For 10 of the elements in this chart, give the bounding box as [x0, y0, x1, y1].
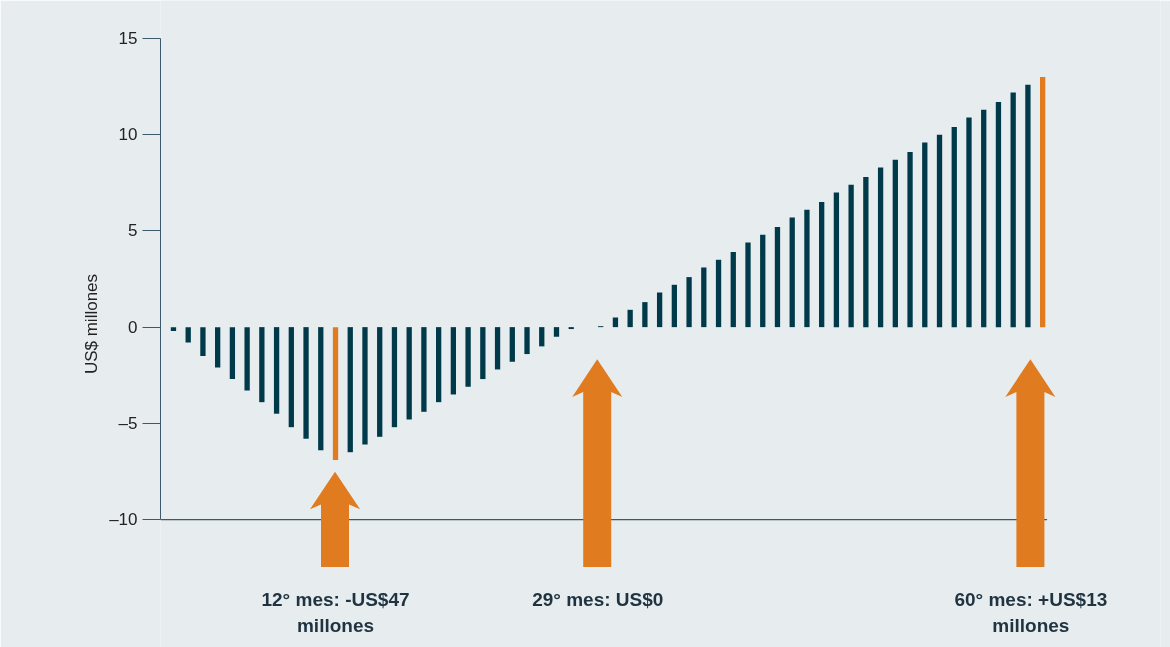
y-tick-label: 5 [128, 221, 138, 241]
text: 29° mes: US$0 [532, 588, 664, 610]
text: 12° mes: -US$47 millones [261, 588, 410, 637]
y-tick-label: 15 [118, 29, 138, 48]
text: 60° mes: +US$13 millones [954, 588, 1108, 637]
y-tick-label: 10 [118, 125, 138, 145]
y-tick-label: –5 [118, 413, 138, 433]
y-axis-title: US$ millones [82, 273, 102, 375]
y-tick-label: 0 [128, 317, 138, 337]
y-tick-label: –10 [109, 510, 138, 530]
